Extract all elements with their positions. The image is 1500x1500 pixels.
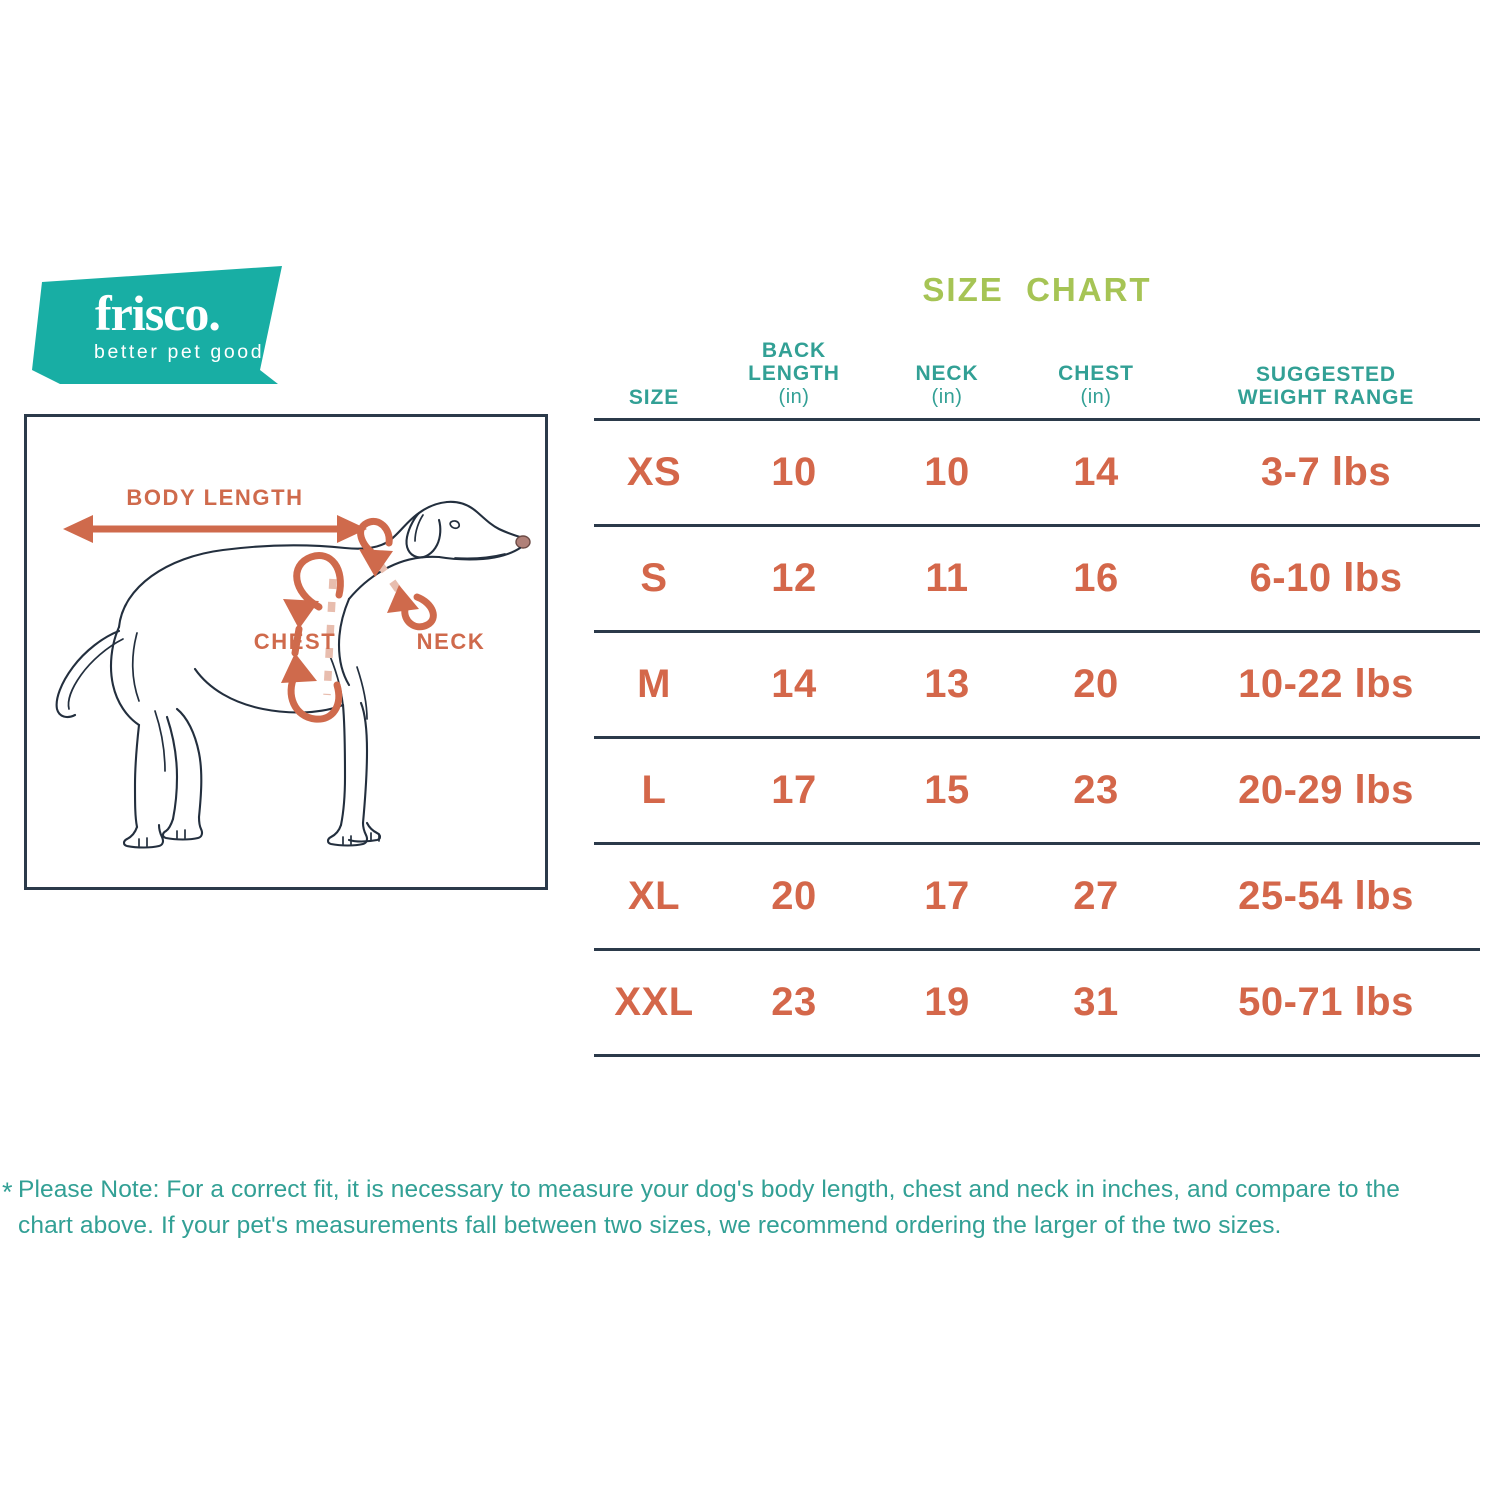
size-table-body: XS 10 10 14 3-7 lbs S 12 11 16 6-10 lbs …: [594, 418, 1480, 1057]
cell-weight: 25-54 lbs: [1172, 842, 1480, 950]
cell-back-length: 14: [714, 630, 874, 738]
size-table-head: SIZE BACK LENGTH (in) NECK (in) CHEST (in…: [594, 339, 1480, 420]
cell-weight: 20-29 lbs: [1172, 736, 1480, 844]
cell-size: XL: [594, 842, 714, 950]
cell-chest: 27: [1020, 842, 1172, 950]
table-header-row: SIZE BACK LENGTH (in) NECK (in) CHEST (in…: [594, 339, 1480, 420]
cell-neck: 15: [874, 736, 1020, 844]
cell-back-length: 23: [714, 948, 874, 1057]
footnote-line-2: chart above. If your pet's measurements …: [18, 1212, 1282, 1239]
brand-wordmark: frisco.: [95, 285, 220, 341]
column-header-neck: NECK (in): [874, 339, 1020, 420]
chest-dashed-line: [323, 578, 337, 696]
cell-weight: 6-10 lbs: [1172, 524, 1480, 632]
cell-neck: 11: [874, 524, 1020, 632]
footnote: * Please Note: For a correct fit, it is …: [0, 1172, 1500, 1244]
table-row: XXL 23 19 31 50-71 lbs: [594, 948, 1480, 1057]
chest-measure-loop-icon: [281, 552, 344, 723]
cell-back-length: 10: [714, 418, 874, 526]
cell-size: XXL: [594, 948, 714, 1057]
cell-neck: 17: [874, 842, 1020, 950]
cell-size: XS: [594, 418, 714, 526]
dog-eye-icon: [449, 520, 461, 530]
table-row: L 17 15 23 20-29 lbs: [594, 736, 1480, 844]
column-header-neck-label: NECK: [915, 362, 979, 385]
column-header-weight: SUGGESTED WEIGHT RANGE: [1172, 339, 1480, 420]
column-header-weight-label: SUGGESTED WEIGHT RANGE: [1237, 363, 1415, 409]
footnote-line-1: Please Note: For a correct fit, it is ne…: [18, 1176, 1400, 1203]
chest-label: CHEST: [254, 629, 337, 654]
cell-back-length: 17: [714, 736, 874, 844]
table-row: S 12 11 16 6-10 lbs: [594, 524, 1480, 632]
cell-back-length: 20: [714, 842, 874, 950]
dog-side-profile-icon: [55, 500, 531, 849]
cell-weight: 3-7 lbs: [1172, 418, 1480, 526]
size-chart-table: SIZE BACK LENGTH (in) NECK (in) CHEST (in…: [594, 339, 1480, 1057]
neck-measure-loop-icon: [357, 518, 437, 631]
column-header-back-length: BACK LENGTH (in): [714, 339, 874, 420]
brand-tagline: better pet goods: [94, 341, 277, 363]
measurement-diagram-svg: BODY LENGTH CHEST NECK: [55, 485, 531, 849]
column-header-chest-label: CHEST: [1058, 362, 1134, 385]
column-header-chest-unit: (in): [1080, 386, 1112, 408]
cell-neck: 10: [874, 418, 1020, 526]
cell-weight: 50-71 lbs: [1172, 948, 1480, 1057]
cell-back-length: 12: [714, 524, 874, 632]
cell-size: L: [594, 736, 714, 844]
cell-chest: 31: [1020, 948, 1172, 1057]
body-length-label: BODY LENGTH: [126, 485, 303, 510]
size-chart-title: SIZE CHART: [922, 271, 1152, 308]
size-chart-panel: SIZE CHART SIZE BACK LENGTH (in) NECK (in…: [594, 270, 1480, 1057]
column-header-back-length-unit: (in): [778, 386, 810, 408]
table-row: XS 10 10 14 3-7 lbs: [594, 418, 1480, 526]
neck-dashed-line: [375, 560, 413, 608]
column-header-chest: CHEST (in): [1020, 339, 1172, 420]
cell-chest: 23: [1020, 736, 1172, 844]
cell-chest: 14: [1020, 418, 1172, 526]
cell-chest: 16: [1020, 524, 1172, 632]
column-header-back-length-label: BACK LENGTH: [748, 339, 840, 385]
column-header-size: SIZE: [594, 339, 714, 420]
measurement-diagram-box: BODY LENGTH CHEST NECK: [24, 414, 548, 890]
brand-logo-svg: frisco. better pet goods: [32, 266, 282, 384]
brand-logo-badge: frisco. better pet goods: [32, 266, 294, 384]
column-header-neck-unit: (in): [931, 386, 963, 408]
logo-badge-shape: [32, 266, 282, 384]
dog-nose-icon: [515, 535, 531, 549]
cell-size: S: [594, 524, 714, 632]
cell-neck: 19: [874, 948, 1020, 1057]
cell-weight: 10-22 lbs: [1172, 630, 1480, 738]
cell-size: M: [594, 630, 714, 738]
cell-chest: 20: [1020, 630, 1172, 738]
footnote-asterisk: *: [2, 1177, 13, 1207]
table-row: XL 20 17 27 25-54 lbs: [594, 842, 1480, 950]
double-arrow-horizontal-icon: [63, 515, 367, 543]
column-header-size-label: SIZE: [628, 386, 680, 409]
neck-label: NECK: [417, 629, 486, 654]
cell-neck: 13: [874, 630, 1020, 738]
table-row: M 14 13 20 10-22 lbs: [594, 630, 1480, 738]
